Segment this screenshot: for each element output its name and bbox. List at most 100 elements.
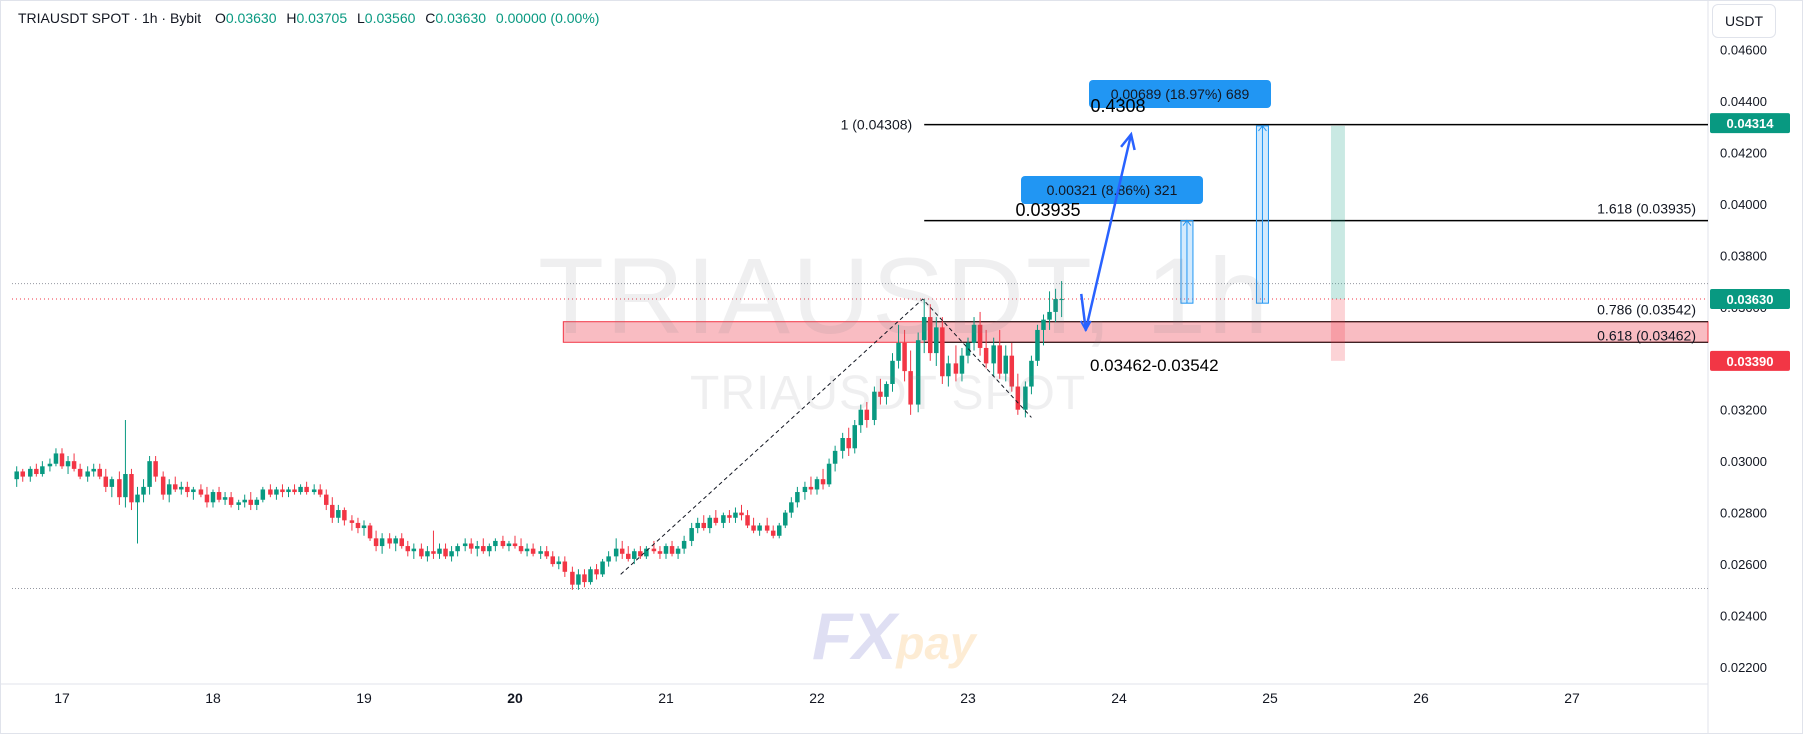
candle-body — [613, 548, 619, 557]
candle-body — [185, 486, 190, 493]
candle-body — [280, 489, 285, 493]
candle-body — [689, 528, 694, 541]
candle-body — [268, 489, 273, 495]
candle-body — [468, 543, 474, 549]
candle-body — [123, 474, 128, 498]
candle-body — [858, 409, 864, 426]
candle-body — [198, 489, 204, 495]
candle-body — [443, 548, 448, 557]
candle-body — [160, 476, 166, 495]
candle-body — [727, 515, 732, 518]
candle-body — [757, 525, 762, 531]
candle-body — [915, 340, 921, 405]
candle-body — [512, 543, 518, 547]
candle-body — [71, 461, 77, 469]
high-value: 0.03705 — [296, 10, 348, 26]
y-tick-9: 0.02800 — [1720, 506, 1767, 521]
y-tick-11: 0.02400 — [1720, 609, 1767, 624]
measure-arrowhead-0 — [1182, 219, 1192, 226]
candle-body — [14, 471, 19, 480]
candle-body — [588, 569, 593, 583]
candle-body — [721, 515, 726, 523]
candle-body — [373, 538, 379, 547]
candle-body — [846, 438, 851, 449]
price-label-1: 0.03630 — [1727, 292, 1774, 307]
candle-body — [1047, 311, 1052, 320]
logo-fx-text: FX — [812, 599, 897, 673]
candle-body — [1035, 329, 1040, 361]
watermark-symbol: TRIAUSDT, 1h — [538, 235, 1271, 356]
candle-body — [550, 556, 555, 565]
candle-body — [65, 461, 71, 467]
candle-body — [530, 548, 536, 554]
candle-body — [983, 347, 989, 364]
x-tick-4: 21 — [658, 690, 674, 706]
candle-body — [342, 510, 347, 521]
candle-body — [651, 548, 657, 552]
candle-body — [77, 468, 83, 477]
candle-body — [274, 489, 279, 495]
y-tick-10: 0.02600 — [1720, 557, 1767, 572]
candle-body — [487, 546, 492, 552]
candle-body — [330, 504, 335, 518]
candle-body — [47, 463, 53, 467]
candle-body — [946, 363, 951, 377]
candle-body — [902, 342, 907, 372]
candle-body — [644, 548, 649, 557]
x-tick-6: 23 — [960, 690, 976, 706]
annotation-fib-1618: 0.03935 — [1015, 200, 1080, 220]
candle-body — [777, 525, 782, 536]
candle-body — [864, 409, 870, 420]
candle-body — [292, 489, 297, 493]
close-value: 0.03630 — [435, 10, 487, 26]
candle-body — [733, 512, 738, 518]
x-tick-0: 17 — [54, 690, 70, 706]
candle-body — [953, 363, 959, 374]
projection-arrowhead — [1120, 131, 1136, 151]
candle-body — [977, 324, 983, 348]
candle-body — [97, 468, 102, 477]
candle-body — [582, 574, 587, 583]
candle-body — [387, 538, 392, 544]
currency-button[interactable]: USDT — [1712, 4, 1776, 38]
candle-body — [626, 553, 631, 559]
candle-body — [1015, 386, 1021, 410]
candle-body — [632, 551, 637, 559]
x-tick-9: 26 — [1413, 690, 1429, 706]
x-tick-10: 27 — [1564, 690, 1580, 706]
candle-body — [802, 486, 808, 493]
candle-body — [663, 546, 669, 554]
candle-body — [20, 471, 25, 477]
candle-body — [1029, 360, 1034, 387]
candle-body — [109, 479, 115, 487]
candle-body — [349, 520, 355, 523]
candle-body — [85, 471, 90, 477]
fib-label-1: 1.618 (0.03935) — [1597, 201, 1696, 217]
candle-body — [129, 474, 134, 503]
candle-body — [475, 546, 480, 549]
candle-body — [500, 540, 506, 547]
candle-body — [481, 546, 486, 552]
candle-body — [431, 551, 436, 554]
price-label-2: 0.03390 — [1727, 354, 1774, 369]
candle-body — [840, 438, 845, 451]
candle-body — [908, 371, 913, 405]
logo-pay-text: pay — [896, 617, 976, 669]
fib-label-2: 0.786 (0.03542) — [1597, 302, 1696, 318]
candle-body — [884, 383, 889, 397]
candle-body — [222, 497, 228, 500]
candle-body — [745, 515, 750, 526]
candle-body — [179, 486, 184, 490]
symbol-title[interactable]: TRIAUSDT SPOT · 1h · Bybit — [18, 10, 202, 26]
price-label-box-1 — [1710, 289, 1790, 310]
candle-body — [878, 391, 883, 397]
measure-label-1: 0.00689 (18.97%) 689 — [1111, 86, 1250, 102]
fxpay-logo: FXpay — [812, 598, 976, 674]
candle-body — [594, 569, 599, 575]
candle-body — [28, 468, 33, 477]
symbol-legend: TRIAUSDT SPOT · 1h · Bybit O0.03630 H0.0… — [18, 10, 599, 26]
price-label-box-2 — [1710, 350, 1790, 371]
candle-body — [783, 512, 788, 526]
x-tick-1: 18 — [205, 690, 221, 706]
